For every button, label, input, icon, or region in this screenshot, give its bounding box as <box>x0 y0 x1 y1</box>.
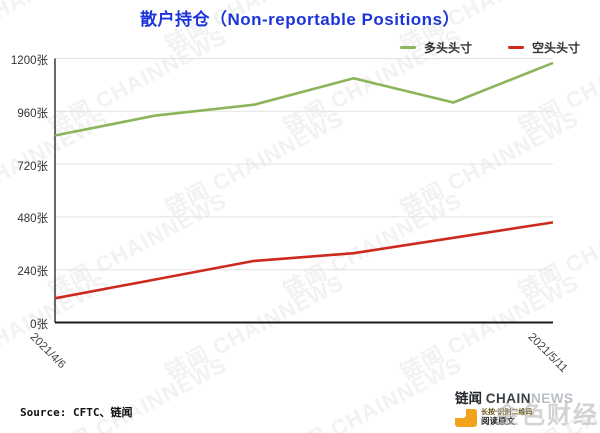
legend-label: 空头头寸 <box>531 41 580 55</box>
jinse-watermark: 金色财经 <box>495 402 599 429</box>
y-tick-label: 0张 <box>30 319 48 331</box>
logo-chain-text: CHAIN <box>485 391 532 406</box>
long-positions-line <box>54 61 554 137</box>
chart-legend: 多头头寸 空头头寸 <box>399 39 580 56</box>
chainnews-logo-text: 链闻 CHAINNEWS <box>455 387 574 407</box>
y-tick-label: 1200张 <box>10 55 48 67</box>
short-positions-line <box>54 221 554 300</box>
chainnews-mark-icon <box>455 409 477 427</box>
legend-item-long[interactable]: 多头头寸 <box>399 39 472 56</box>
logo-cn-text: 链闻 <box>455 391 482 406</box>
source-caption: Source: CFTC、链闻 <box>20 406 133 419</box>
chainnews-logo: 链闻 CHAINNEWS 长按·识别二维码 阅读原文 金色财经 <box>455 387 597 429</box>
badge-read-origin: 阅读原文 <box>481 416 516 427</box>
y-tick-label: 480张 <box>17 213 48 226</box>
y-tick-label: 960张 <box>17 107 48 120</box>
badge-scan-hint: 长按·识别二维码 <box>481 409 533 416</box>
y-tick-label: 240张 <box>17 266 48 279</box>
legend-dash-icon <box>399 46 416 49</box>
chart-title: 散户持仓（Non-reportable Positions） <box>139 10 461 29</box>
legend-item-short[interactable]: 空头头寸 <box>507 39 580 56</box>
legend-label: 多头头寸 <box>423 41 472 55</box>
legend-dash-icon <box>507 46 524 49</box>
y-tick-label: 720张 <box>17 160 48 173</box>
logo-news-text: NEWS <box>531 391 574 406</box>
logo-badge-row: 长按·识别二维码 阅读原文 <box>455 409 574 427</box>
logo-badge-text: 长按·识别二维码 阅读原文 <box>481 409 532 427</box>
